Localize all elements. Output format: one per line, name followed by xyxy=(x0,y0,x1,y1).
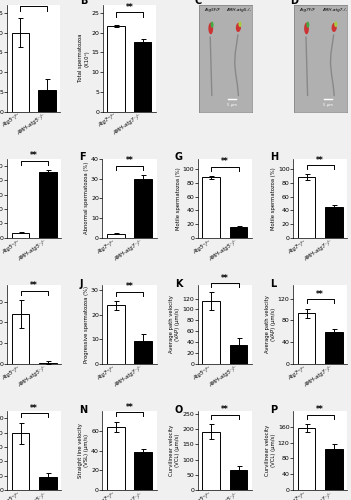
Bar xyxy=(39,363,57,364)
Bar xyxy=(325,207,343,238)
Bar xyxy=(134,42,151,112)
Text: **: ** xyxy=(316,290,324,299)
Ellipse shape xyxy=(208,22,213,34)
Y-axis label: Motile spermatozoa (%): Motile spermatozoa (%) xyxy=(271,167,276,230)
Text: G: G xyxy=(175,152,183,162)
Text: **: ** xyxy=(316,156,324,164)
Bar xyxy=(38,90,55,112)
Text: **: ** xyxy=(31,152,38,160)
Y-axis label: Average path velocity
(VAP) (μm/s): Average path velocity (VAP) (μm/s) xyxy=(169,296,180,354)
Bar xyxy=(230,470,247,490)
Y-axis label: Curvilinear velocity
(VCL) (μm/s): Curvilinear velocity (VCL) (μm/s) xyxy=(169,425,180,476)
Y-axis label: Total spermatozoa
(X10⁶): Total spermatozoa (X10⁶) xyxy=(78,34,90,82)
Text: **: ** xyxy=(126,282,133,292)
Y-axis label: Progressive spermatozoa (%): Progressive spermatozoa (%) xyxy=(84,286,89,363)
Ellipse shape xyxy=(236,22,241,32)
Text: N: N xyxy=(79,405,88,415)
Y-axis label: Abnormal spermatozoa (%): Abnormal spermatozoa (%) xyxy=(84,162,89,234)
Text: D: D xyxy=(290,0,298,6)
Bar xyxy=(39,172,57,237)
Text: **: ** xyxy=(126,403,133,412)
Y-axis label: Average path velocity
(VAP) (μm/s): Average path velocity (VAP) (μm/s) xyxy=(265,296,276,354)
Ellipse shape xyxy=(334,21,337,27)
Bar xyxy=(298,177,316,238)
Ellipse shape xyxy=(304,22,309,34)
Text: AMH-atg7-/-: AMH-atg7-/- xyxy=(322,8,346,12)
Text: **: ** xyxy=(126,156,133,166)
Bar xyxy=(298,428,316,490)
Bar xyxy=(107,234,125,237)
Bar xyxy=(134,178,152,238)
Ellipse shape xyxy=(211,22,214,28)
Text: L: L xyxy=(270,278,276,288)
Bar xyxy=(134,341,152,364)
Text: **: ** xyxy=(221,274,229,282)
Bar xyxy=(12,233,29,237)
Bar xyxy=(203,432,220,490)
Bar xyxy=(203,301,220,364)
Bar xyxy=(39,477,57,490)
Text: K: K xyxy=(175,278,182,288)
Text: B: B xyxy=(80,0,88,6)
Text: *: * xyxy=(32,0,35,5)
Text: H: H xyxy=(270,152,278,162)
Ellipse shape xyxy=(332,22,337,32)
Text: O: O xyxy=(175,405,183,415)
Text: AMH-atg5-/-: AMH-atg5-/- xyxy=(226,8,251,12)
Bar xyxy=(325,449,343,490)
Bar xyxy=(230,345,247,364)
Y-axis label: Straight line velocity
(VSL) (μm/s): Straight line velocity (VSL) (μm/s) xyxy=(78,423,89,478)
Bar xyxy=(107,306,125,364)
Bar xyxy=(325,332,343,364)
Text: **: ** xyxy=(221,157,229,166)
Bar xyxy=(134,452,152,490)
Text: P: P xyxy=(270,405,277,415)
Ellipse shape xyxy=(306,22,309,28)
Y-axis label: Motile spermatozoa (%): Motile spermatozoa (%) xyxy=(176,167,180,230)
Bar xyxy=(12,434,29,490)
Bar xyxy=(203,178,220,238)
Text: J: J xyxy=(79,278,83,288)
Text: Atg7F/F: Atg7F/F xyxy=(300,8,316,12)
Bar xyxy=(298,313,316,364)
Text: F: F xyxy=(79,152,86,162)
Text: 5 μm: 5 μm xyxy=(323,103,332,107)
Ellipse shape xyxy=(238,21,241,27)
Text: 5 μm: 5 μm xyxy=(227,103,237,107)
Text: **: ** xyxy=(31,404,38,413)
Text: **: ** xyxy=(31,282,38,290)
Y-axis label: Curvilinear velocity
(VCL) (μm/s): Curvilinear velocity (VCL) (μm/s) xyxy=(265,425,276,476)
Text: C: C xyxy=(194,0,201,6)
Text: Atg5F/F: Atg5F/F xyxy=(204,8,220,12)
Bar xyxy=(107,427,125,490)
Text: **: ** xyxy=(221,405,229,414)
Bar xyxy=(107,26,125,112)
Text: **: ** xyxy=(316,406,324,414)
Bar xyxy=(12,314,29,364)
Bar xyxy=(12,33,29,112)
Bar xyxy=(230,228,247,237)
Text: **: ** xyxy=(126,2,133,12)
